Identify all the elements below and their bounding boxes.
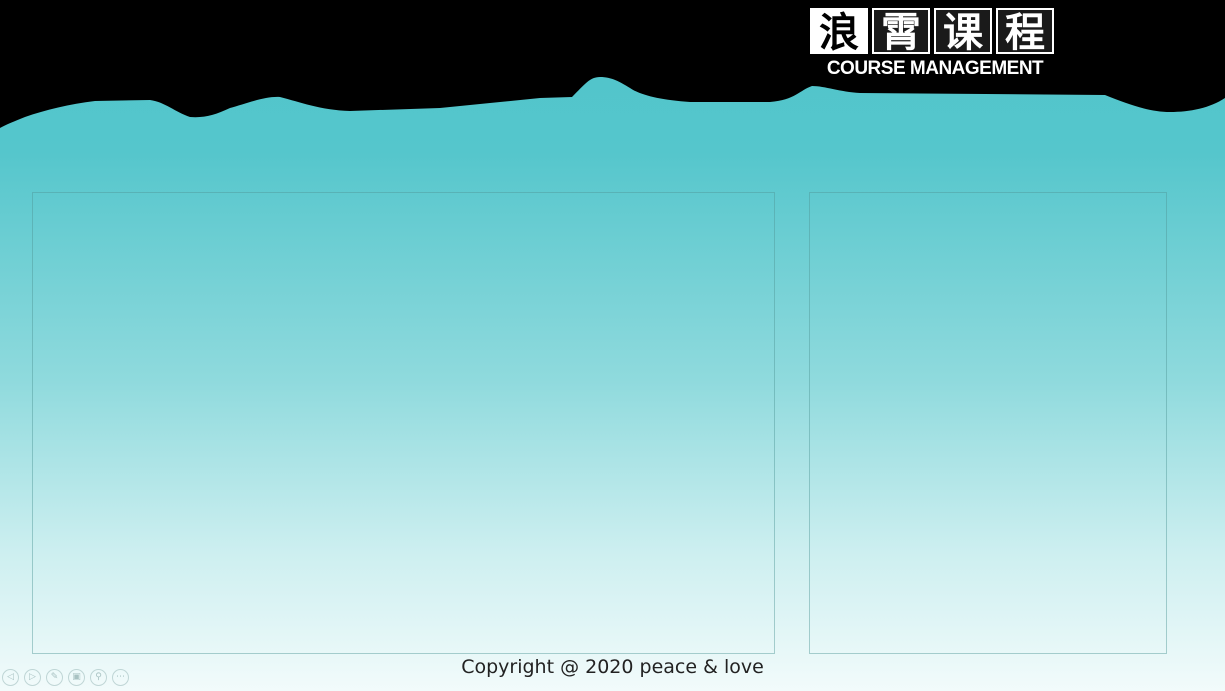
slides-icon[interactable]: ▣ (68, 669, 85, 686)
logo-subtitle: COURSE MANAGEMENT (826, 58, 1044, 79)
zoom-icon[interactable]: ⚲ (90, 669, 107, 686)
logo-title: 浪 霄 课 程 (810, 8, 1060, 56)
side-content-panel (809, 192, 1167, 654)
main-content-panel (32, 192, 775, 654)
pen-icon[interactable]: ✎ (46, 669, 63, 686)
copyright-footer: Copyright @ 2020 peace & love (461, 656, 764, 678)
logo-char-2: 霄 (872, 8, 930, 56)
course-management-logo: 浪 霄 课 程 COURSE MANAGEMENT (810, 8, 1060, 80)
slideshow-controls: ◁ ▷ ✎ ▣ ⚲ ⋯ (2, 669, 129, 686)
logo-char-1: 浪 (810, 8, 868, 56)
logo-char-3: 课 (934, 8, 992, 56)
more-icon[interactable]: ⋯ (112, 669, 129, 686)
logo-char-4: 程 (996, 8, 1054, 56)
corner-decoration (1160, 22, 1200, 52)
play-icon[interactable]: ▷ (24, 669, 41, 686)
prev-icon[interactable]: ◁ (2, 669, 19, 686)
